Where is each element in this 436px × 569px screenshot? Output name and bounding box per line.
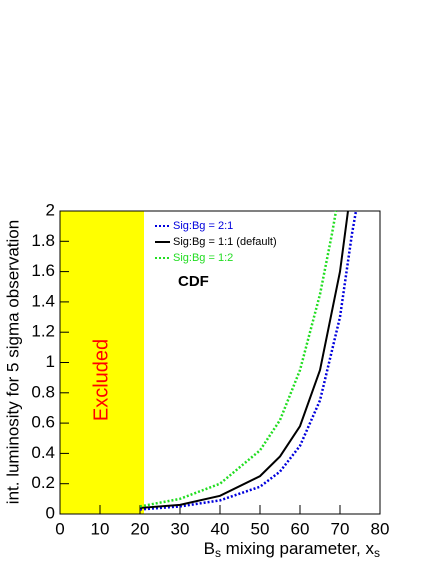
x-tick-label: 70 [331,519,350,538]
x-label-part: s [374,546,380,560]
legend-label: Sig:Bg = 1:1 (default) [173,236,277,248]
x-label-part: B [204,539,215,558]
y-tick-label: 1.8 [31,231,55,250]
y-tick-label: 1 [46,352,55,371]
y-tick-label: 1.6 [31,261,55,280]
series-line [139,210,349,509]
x-tick-label: 30 [171,519,190,538]
y-tick-label: 0.4 [31,443,55,462]
x-tick-label: 20 [131,519,150,538]
x-axis-label: Bs mixing parameter, xs [204,539,380,560]
y-tick-label: 2 [46,200,55,219]
legend-label: Sig:Bg = 2:1 [173,220,233,232]
series-line [139,210,358,511]
y-tick-label: 1.4 [31,291,55,310]
x-label-part: mixing parameter, x [221,539,375,558]
x-tick-label: 60 [291,519,310,538]
y-tick-label: 0 [46,503,55,522]
x-tick-label: 0 [55,519,64,538]
annotation: CDF [178,273,209,290]
excluded-label: Excluded [90,339,112,421]
x-tick-label: 40 [211,519,230,538]
y-tick-label: 0.2 [31,473,55,492]
legend-label: Sig:Bg = 1:2 [173,252,233,264]
y-tick-label: 0.8 [31,382,55,401]
y-tick-label: 1.2 [31,322,55,341]
series-line [139,210,338,508]
y-tick-label: 0.6 [31,413,55,432]
x-tick-label: 50 [251,519,270,538]
x-tick-label: 80 [371,519,390,538]
x-label-part: s [215,546,221,560]
excluded-region [60,211,144,514]
y-axis-label: int. luminosity for 5 sigma observation [3,220,22,504]
x-tick-label: 10 [91,519,110,538]
